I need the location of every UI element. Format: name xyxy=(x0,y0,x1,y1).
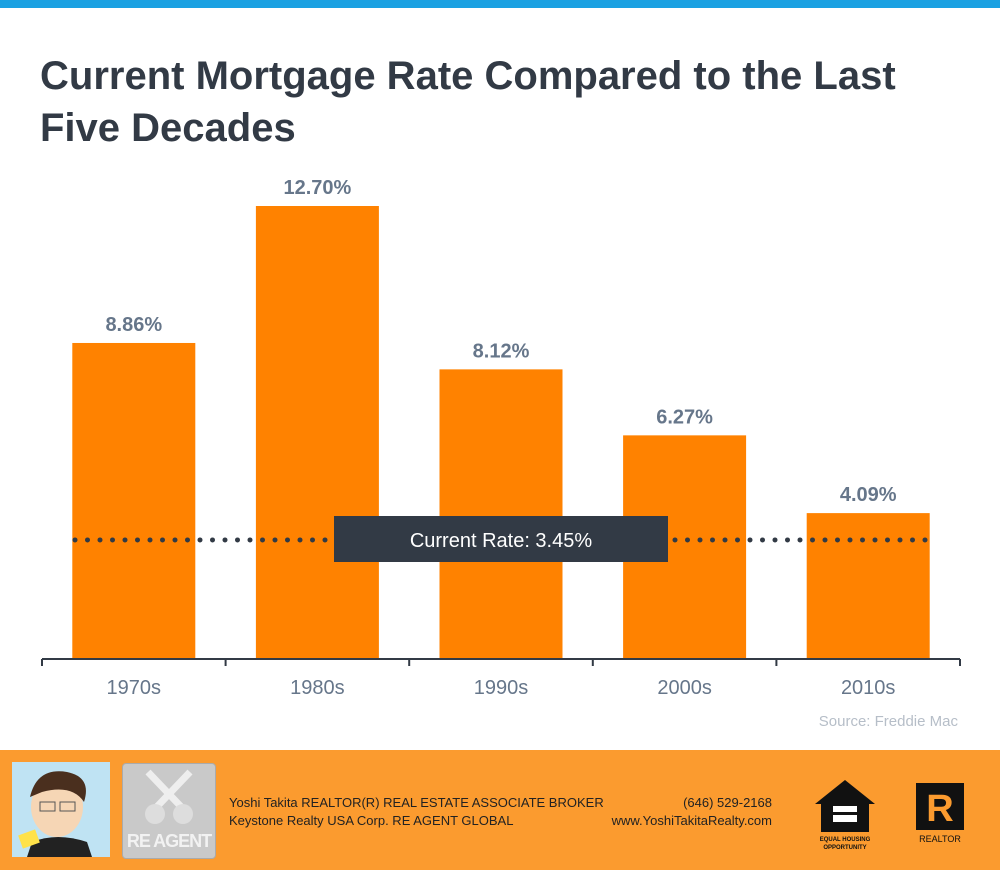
svg-text:R: R xyxy=(926,788,953,830)
x-tick-label: 1970s xyxy=(107,677,162,699)
x-tick-label: 1990s xyxy=(474,677,529,699)
agent-info: Yoshi Takita REALTOR(R) REAL ESTATE ASSO… xyxy=(229,794,604,830)
x-tick-label: 2000s xyxy=(657,677,712,699)
current-rate-label: Current Rate: 3.45% xyxy=(410,530,593,552)
bar-2010s xyxy=(806,513,930,659)
phone-number: (646) 529-2168 xyxy=(683,795,772,810)
data-label: 8.86% xyxy=(105,314,162,336)
website-link[interactable]: www.YoshiTakitaRealty.com xyxy=(611,813,772,828)
equal-housing-logo: EQUAL HOUSING OPPORTUNITY xyxy=(812,780,878,852)
source-note: Source: Freddie Mac xyxy=(818,713,958,730)
data-label: 12.70% xyxy=(283,177,351,199)
bar-1990s xyxy=(439,369,563,659)
bar-1980s xyxy=(255,206,379,659)
bar-chart: 8.86% 1970s 12.70% 1980s 8.12% 1990s 6.27% 2000… xyxy=(41,177,961,699)
data-label: 6.27% xyxy=(656,406,713,428)
realtor-icon: R xyxy=(916,783,964,830)
equal-housing-text: EQUAL HOUSING OPPORTUNITY xyxy=(819,837,871,851)
brokerage-name: Keystone Realty USA Corp. RE AGENT GLOBA… xyxy=(229,813,514,828)
realtor-logo: R REALTOR xyxy=(912,783,968,845)
page-title: Current Mortgage Rate Compared to the La… xyxy=(40,54,896,150)
contact-info: (646) 529-2168 www.YoshiTakitaRealty.com xyxy=(612,794,772,830)
re-agent-logo-text: RE AGENT xyxy=(126,831,212,851)
data-label: 4.09% xyxy=(840,484,897,506)
bar-1970s xyxy=(72,342,196,659)
footer: RE AGENT Yoshi Takita REALTOR(R) REAL ES… xyxy=(0,750,1000,870)
x-tick-label: 1980s xyxy=(290,677,345,699)
realtor-text: REALTOR xyxy=(919,834,961,844)
data-label: 8.12% xyxy=(473,340,530,362)
agent-caricature-photo xyxy=(12,762,110,857)
agent-name-title: Yoshi Takita REALTOR(R) REAL ESTATE ASSO… xyxy=(229,795,604,810)
x-tick-label: 2010s xyxy=(841,677,896,699)
re-agent-logo: RE AGENT xyxy=(122,763,216,859)
current-rate-label-box xyxy=(334,516,668,562)
top-accent-bar xyxy=(0,0,1000,8)
equal-housing-icon xyxy=(815,780,875,832)
